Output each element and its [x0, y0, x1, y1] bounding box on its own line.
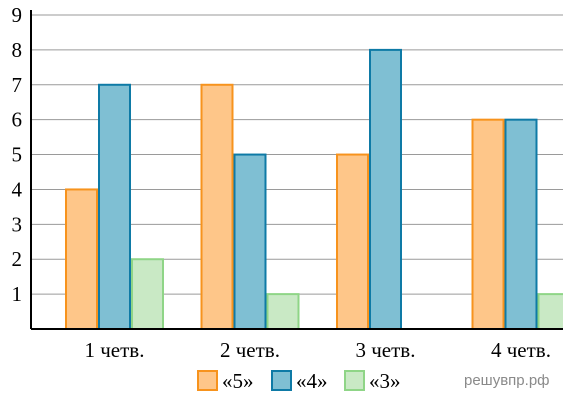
bar [537, 293, 563, 331]
x-category-label: 2 четв. [220, 338, 280, 362]
watermark-text: решувпр.рф [464, 372, 550, 389]
bar [98, 83, 131, 331]
bar [504, 118, 538, 330]
y-tick-label: 8 [12, 38, 23, 62]
bar [336, 153, 369, 330]
legend-swatch [271, 370, 292, 391]
axes [30, 10, 563, 330]
legend-swatch [344, 370, 365, 391]
y-tick-label: 3 [12, 212, 23, 236]
bars [65, 48, 563, 331]
bar [471, 118, 505, 330]
bar [131, 258, 164, 331]
legend-swatch [197, 370, 218, 391]
x-category-label: 3 четв. [356, 338, 416, 362]
bar [233, 153, 267, 330]
x-category-label: 4 четв. [491, 338, 551, 362]
x-category-labels: 1 четв. 2 четв. 3 четв. 4 четв. [85, 338, 551, 362]
y-tick-labels: 1 2 3 4 5 6 7 8 9 [12, 3, 23, 306]
legend-label: «3» [369, 369, 401, 393]
bar [200, 83, 234, 331]
legend: «5» «4» «3» [197, 369, 401, 393]
y-tick-label: 5 [12, 143, 23, 167]
y-tick-label: 6 [12, 108, 23, 132]
bar [266, 293, 300, 331]
y-tick-label: 2 [12, 247, 23, 271]
bar [369, 48, 402, 331]
y-tick-label: 9 [12, 3, 23, 27]
y-tick-label: 4 [12, 177, 23, 201]
bar [65, 188, 98, 330]
legend-label: «5» [222, 369, 254, 393]
y-tick-label: 1 [12, 282, 23, 306]
y-tick-label: 7 [12, 73, 23, 97]
legend-label: «4» [296, 369, 328, 393]
x-category-label: 1 четв. [85, 338, 145, 362]
